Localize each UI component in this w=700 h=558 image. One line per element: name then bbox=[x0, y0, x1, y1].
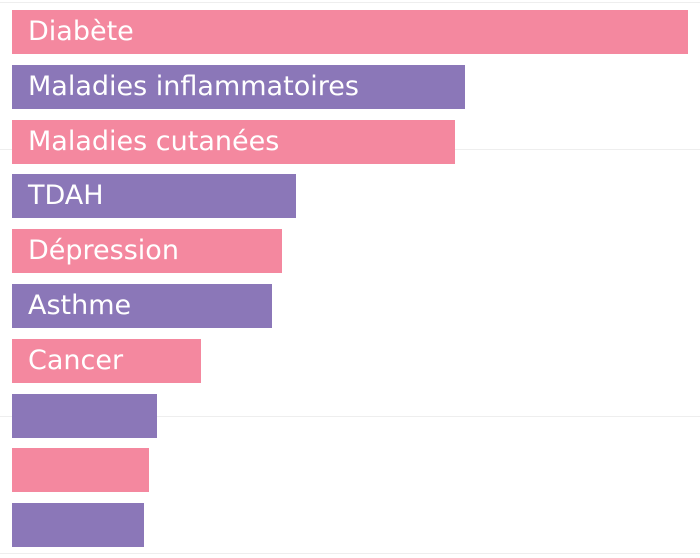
bar-label-7: Cancer bbox=[28, 344, 124, 376]
gridline-3 bbox=[0, 416, 700, 417]
bar-9 bbox=[12, 448, 150, 493]
bar-label-1: Diabète bbox=[28, 16, 134, 47]
gridline-4 bbox=[0, 553, 700, 554]
bar-4: TDAH bbox=[12, 174, 296, 219]
bar-label-6: Asthme bbox=[28, 290, 132, 321]
bar-label-2: Maladies inflammatoires bbox=[28, 70, 359, 102]
bar-label-5: Dépression bbox=[28, 235, 179, 267]
bar-7: Cancer bbox=[12, 338, 202, 383]
bar-5: Dépression bbox=[12, 229, 283, 274]
bar-10 bbox=[12, 503, 144, 548]
bar-label-3: Maladies cutanées bbox=[28, 125, 280, 157]
bar-1: Diabète bbox=[12, 10, 688, 54]
bar-8 bbox=[12, 393, 158, 438]
gridline-1 bbox=[0, 2, 700, 3]
bar-6: Asthme bbox=[12, 284, 273, 328]
bar-label-4: TDAH bbox=[28, 180, 104, 212]
bar-2: Maladies inflammatoires bbox=[12, 64, 465, 109]
bar-3: Maladies cutanées bbox=[12, 119, 455, 164]
